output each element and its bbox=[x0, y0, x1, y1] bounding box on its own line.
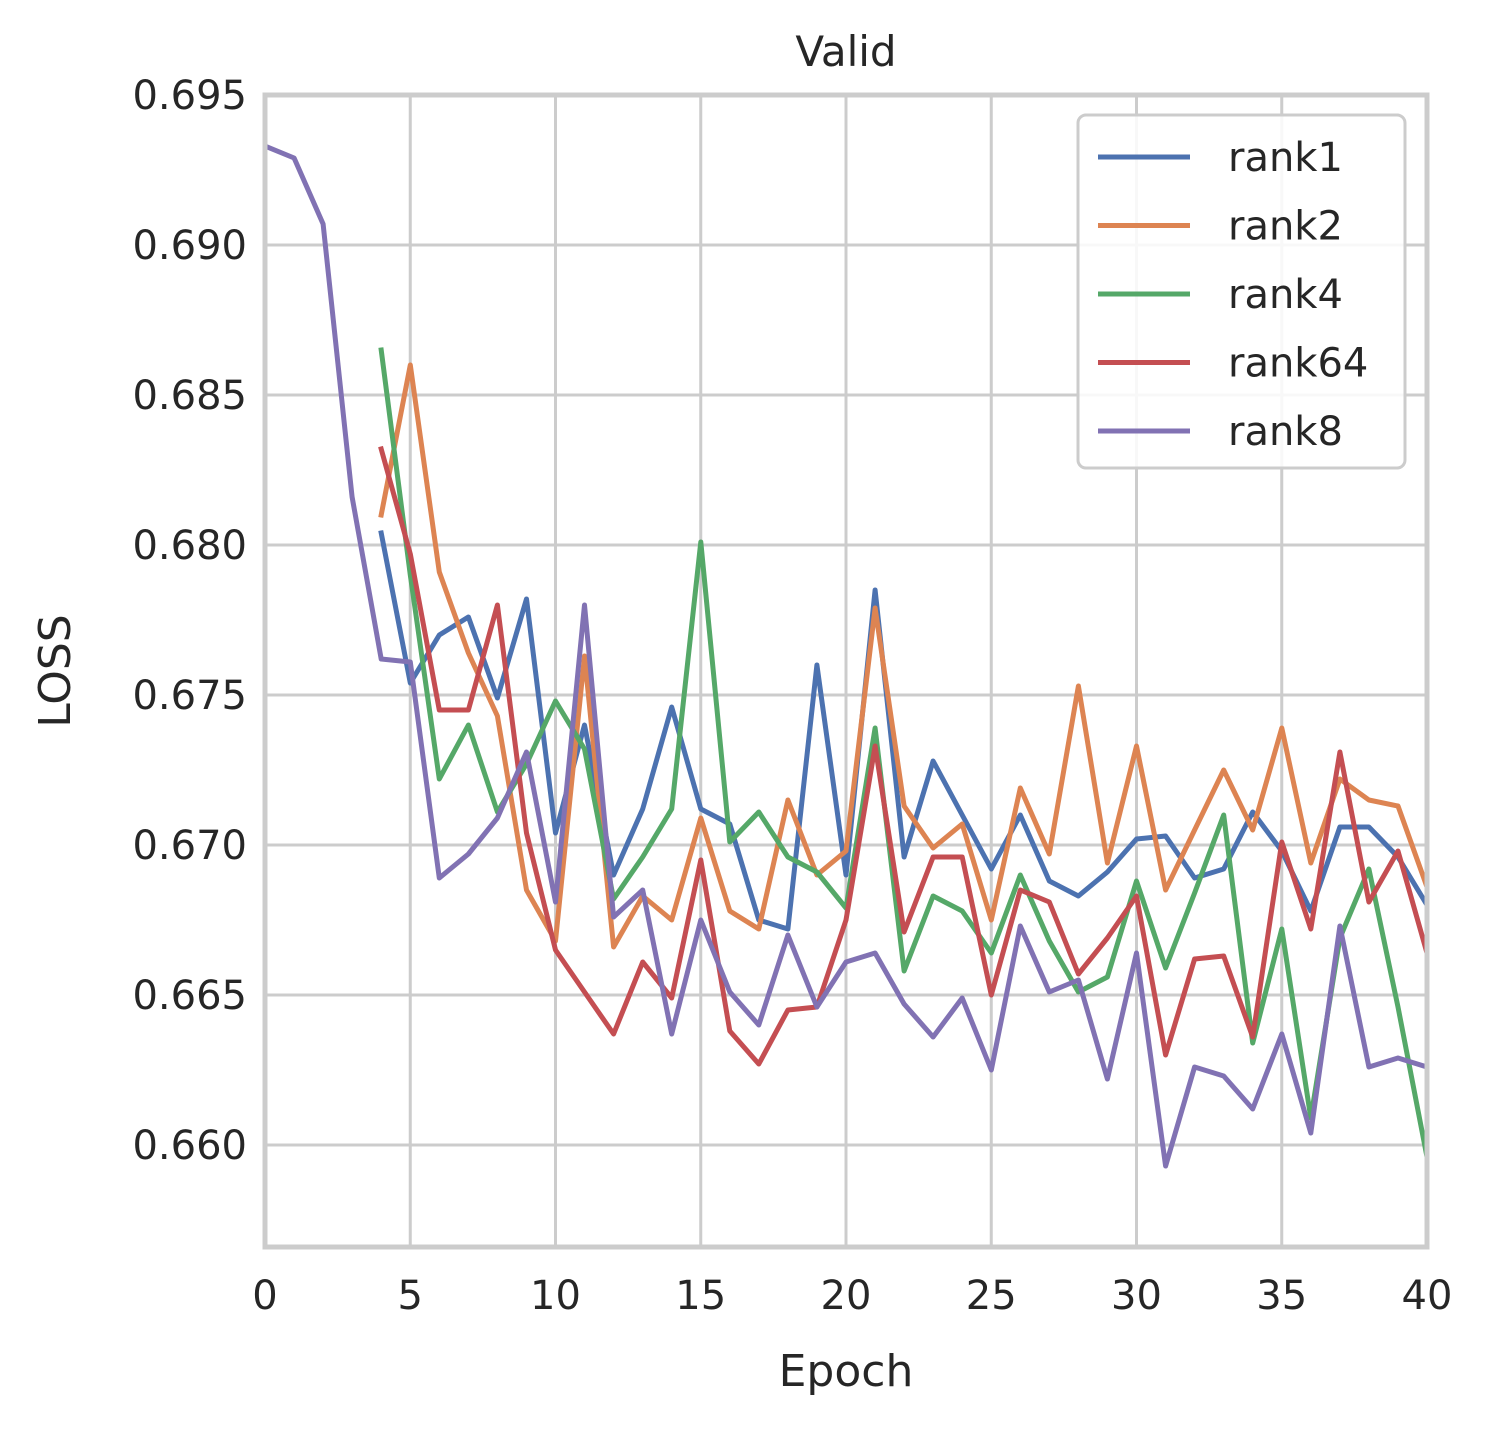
y-tick-label: 0.680 bbox=[132, 523, 247, 569]
series-lines bbox=[265, 143, 1427, 1169]
legend: rank1 rank2 rank4 rank64 rank8 bbox=[1076, 113, 1407, 470]
legend-label-rank8: rank8 bbox=[1228, 409, 1343, 455]
x-tick-label: 10 bbox=[530, 1273, 581, 1319]
y-tick-label: 0.675 bbox=[132, 673, 247, 719]
legend-label-rank4: rank4 bbox=[1228, 272, 1343, 318]
y-axis-label: LOSS bbox=[30, 614, 81, 727]
x-tick-label: 35 bbox=[1256, 1273, 1307, 1319]
series-line-rank64 bbox=[378, 445, 1427, 1067]
series-line-rank8 bbox=[265, 143, 1427, 1169]
legend-label-rank64: rank64 bbox=[1228, 341, 1368, 387]
x-tick-label: 30 bbox=[1111, 1273, 1162, 1319]
series-line-rank4 bbox=[378, 347, 1427, 1160]
y-tick-label: 0.665 bbox=[132, 973, 247, 1019]
chart-title: Valid bbox=[795, 27, 896, 76]
y-tick-label: 0.695 bbox=[132, 73, 247, 119]
y-tick-label: 0.690 bbox=[132, 223, 247, 269]
legend-box bbox=[1076, 113, 1407, 470]
x-tick-label: 0 bbox=[252, 1273, 277, 1319]
legend-label-rank2: rank2 bbox=[1228, 204, 1343, 250]
plot-frame bbox=[262, 92, 1430, 1250]
x-tick-label: 5 bbox=[398, 1273, 423, 1319]
y-tick-label: 0.685 bbox=[132, 373, 247, 419]
x-tick-label: 15 bbox=[675, 1273, 726, 1319]
legend-label-rank1: rank1 bbox=[1228, 135, 1343, 181]
x-tick-label: 20 bbox=[821, 1273, 872, 1319]
x-tick-label: 40 bbox=[1402, 1273, 1453, 1319]
x-axis-label: Epoch bbox=[779, 1346, 914, 1397]
x-tick-labels: 0 5 10 15 20 25 30 35 40 bbox=[252, 1273, 1452, 1319]
y-tick-label: 0.660 bbox=[132, 1123, 247, 1169]
series-line-rank1 bbox=[378, 530, 1427, 932]
y-tick-labels: 0.660 0.665 0.670 0.675 0.680 0.685 0.690 0.695 bbox=[132, 73, 247, 1169]
y-tick-label: 0.670 bbox=[132, 823, 247, 869]
x-tick-label: 25 bbox=[966, 1273, 1017, 1319]
